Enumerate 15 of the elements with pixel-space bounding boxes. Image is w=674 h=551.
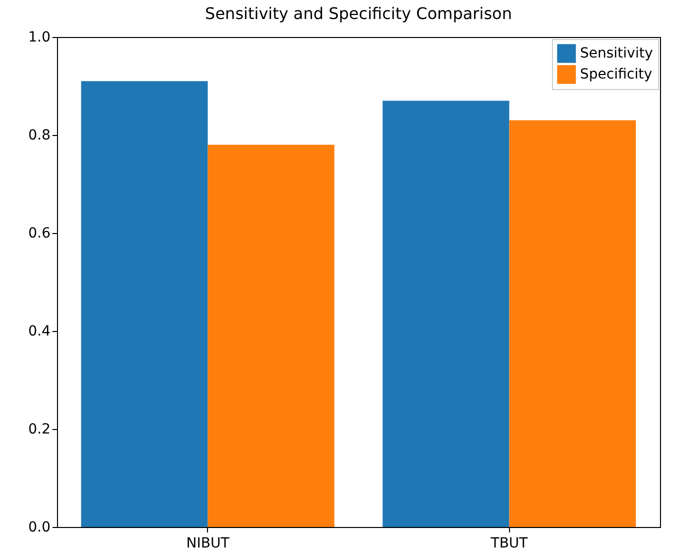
y-tick-label: 0.6 — [28, 226, 51, 242]
chart-title: Sensitivity and Specificity Comparison — [205, 4, 512, 23]
y-tick-label: 0.4 — [28, 324, 51, 340]
x-tick-label: NIBUT — [186, 536, 230, 551]
y-tick-label: 1.0 — [28, 30, 50, 46]
x-tick-label: TBUT — [490, 536, 528, 551]
y-tick-label: 0.0 — [28, 520, 50, 536]
bar — [382, 100, 510, 527]
bar — [81, 81, 208, 527]
bar — [509, 120, 636, 527]
y-tick-label: 0.2 — [28, 422, 50, 438]
legend-label: Sensitivity — [580, 46, 653, 62]
bar — [208, 144, 334, 527]
legend-label: Specificity — [580, 66, 652, 82]
y-tick-label: 0.8 — [28, 128, 50, 144]
